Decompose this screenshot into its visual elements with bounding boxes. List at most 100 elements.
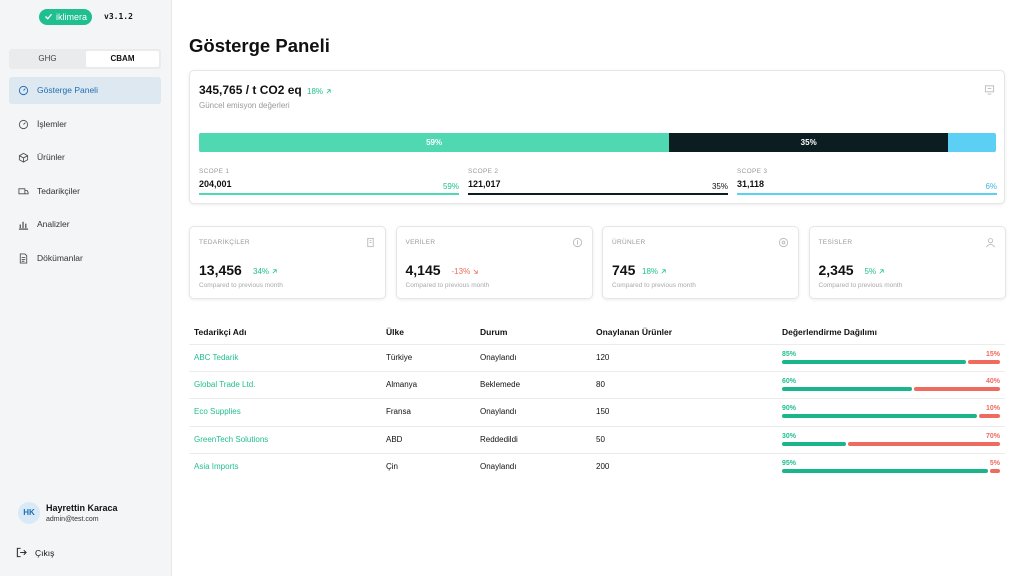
- positive-bar: [782, 360, 967, 364]
- scope-underline: [737, 193, 997, 195]
- table-header: Durum: [480, 327, 508, 337]
- icon: [272, 269, 277, 274]
- positive-label: 95%: [782, 459, 797, 467]
- supplier-link[interactable]: GreenTech Solutions: [194, 434, 269, 444]
- scope-value: 121,017: [468, 179, 501, 189]
- supplier-link[interactable]: Eco Supplies: [194, 407, 241, 417]
- emissions-change: 18%: [307, 87, 332, 96]
- table-cell: Reddedildi: [480, 434, 518, 444]
- nav-item[interactable]: Analizler: [9, 211, 161, 238]
- table-cell: Çin: [386, 461, 399, 471]
- positive-label: 60%: [782, 378, 797, 386]
- negative-label: 40%: [985, 378, 1000, 386]
- stat-card: TESİSLER 2,345 5% Compared to previous mont…: [808, 226, 1006, 299]
- avatar[interactable]: HK: [18, 502, 40, 524]
- scope-percent: 59%: [442, 182, 459, 191]
- positive-label: 30%: [782, 432, 797, 440]
- scope-underline: [468, 193, 728, 195]
- tab[interactable]: GHG: [38, 54, 57, 63]
- row-divider: [189, 398, 1005, 400]
- icon: [326, 89, 331, 94]
- scope-label: SCOPE 2: [468, 168, 499, 175]
- negative-label: 70%: [985, 432, 1000, 440]
- icon: [18, 119, 29, 129]
- table-cell: 50: [596, 434, 605, 444]
- supplier-link[interactable]: Asia Imports: [194, 461, 239, 471]
- icon: [367, 237, 374, 248]
- emissions-subtitle: Güncel emisyon değerleri: [199, 101, 290, 110]
- stat-label: ÜRÜNLER: [612, 239, 646, 246]
- brand-badge: iklimera: [39, 9, 92, 25]
- stat-change: -13%: [452, 267, 480, 276]
- icon: [18, 153, 29, 163]
- table-cell: Fransa: [386, 407, 411, 417]
- negative-bar: [990, 468, 1000, 473]
- scope-segment: [669, 133, 949, 152]
- stat-card: VERİLER 4,145 -13% Compared to previous mon…: [395, 226, 593, 299]
- icon: [19, 253, 28, 264]
- negative-bar: [979, 414, 1000, 419]
- table-header: Tedarikçi Adı: [194, 327, 247, 337]
- row-divider: [189, 452, 1005, 454]
- icon: [984, 85, 995, 95]
- positive-bar: [782, 441, 847, 446]
- row-divider: [189, 344, 1005, 345]
- nav-item[interactable]: Ürünler: [9, 144, 161, 171]
- table-cell: 150: [596, 407, 610, 417]
- table-cell: Almanya: [386, 380, 418, 390]
- stat-value: 745: [612, 262, 636, 278]
- stat-change: 5%: [865, 267, 886, 276]
- icon: [473, 269, 478, 275]
- stat-label: VERİLER: [405, 239, 436, 246]
- stat-change: 34%: [253, 267, 278, 276]
- stat-value: 13,456: [199, 262, 242, 278]
- user-email: admin@test.com: [46, 516, 99, 523]
- scope-segment: [199, 133, 670, 152]
- positive-bar: [782, 468, 989, 473]
- negative-bar: [848, 441, 1000, 446]
- table-cell: Onaylandı: [480, 461, 517, 471]
- emissions-total: 345,765 / t CO2 eq: [199, 83, 302, 97]
- table-cell: 120: [596, 353, 610, 362]
- stat-value: 4,145: [405, 262, 441, 278]
- stat-card: ÜRÜNLER 745 18% Compared to previous month: [602, 226, 799, 299]
- supplier-link[interactable]: ABC Tedarik: [194, 353, 239, 362]
- icon: [16, 547, 27, 558]
- scope-label: SCOPE 1: [199, 168, 230, 175]
- table-cell: Onaylandı: [480, 407, 517, 417]
- negative-label: 15%: [985, 351, 1000, 358]
- scope-segment: [948, 133, 996, 152]
- icon: [572, 237, 582, 248]
- user-name: Hayrettin Karaca: [46, 503, 118, 513]
- tab-group: GHG CBAM: [9, 49, 161, 69]
- nav-item[interactable]: Tedarikçiler: [9, 178, 161, 205]
- logout[interactable]: Çıkış: [35, 548, 55, 558]
- negative-label: 10%: [985, 405, 1000, 413]
- stat-value: 2,345: [818, 262, 854, 278]
- table-header: Onaylanan Ürünler: [596, 327, 673, 337]
- stat-note: Compared to previous month: [199, 282, 283, 289]
- positive-bar: [782, 414, 978, 419]
- icon: [18, 222, 29, 231]
- nav-item[interactable]: İşlemler: [9, 111, 161, 138]
- positive-bar: [782, 387, 912, 392]
- negative-bar: [913, 387, 1000, 392]
- row-divider: [189, 425, 1005, 427]
- negative-bar: [968, 360, 1000, 364]
- positive-label: 85%: [782, 351, 797, 358]
- negative-label: 5%: [989, 459, 1000, 467]
- tab[interactable]: CBAM: [86, 51, 159, 67]
- table-header: Ülke: [386, 327, 404, 337]
- table-cell: Onaylandı: [480, 353, 517, 362]
- emissions-card: 345,765 / t CO2 eq 18% Güncel emisyon değe…: [189, 70, 1005, 204]
- scope-underline: [199, 193, 459, 195]
- scope-percent: 35%: [711, 182, 728, 191]
- scope-value: 31,118: [737, 179, 765, 189]
- version: v3.1.2: [104, 12, 133, 21]
- table-cell: ABD: [386, 434, 403, 444]
- page-title: Gösterge Paneli: [189, 35, 330, 56]
- nav-item[interactable]: Dökümanlar: [9, 245, 161, 272]
- supplier-link[interactable]: Global Trade Ltd.: [194, 380, 256, 390]
- nav-item[interactable]: Gösterge Paneli: [9, 77, 161, 104]
